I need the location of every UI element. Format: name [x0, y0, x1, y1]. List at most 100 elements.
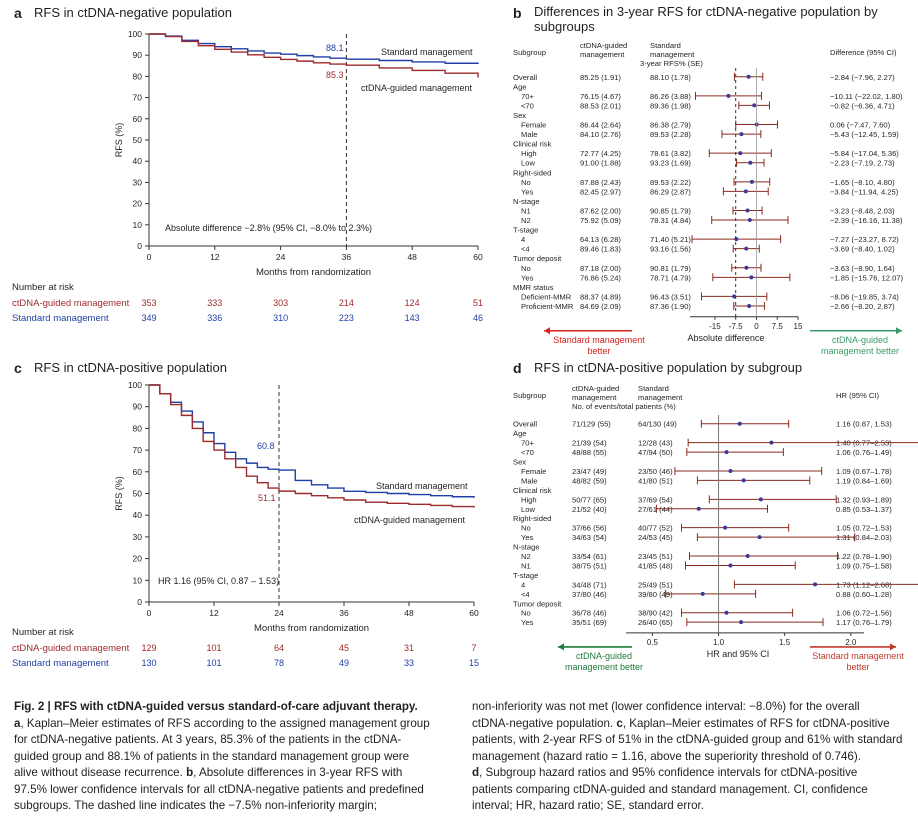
subgroup-header: Tumor deposit: [513, 254, 562, 263]
forest-plot-ctdna-negative: SubgroupctDNA-guidedmanagementStandardma…: [513, 41, 904, 356]
point-estimate: [745, 208, 750, 213]
ci-value: 1.06 (0.76–1.49): [836, 448, 892, 457]
x-tick-label: 48: [407, 252, 417, 262]
standard-value: 86.29 (2.87): [650, 187, 691, 196]
ci-value: −7.27 (−23.27, 8.72): [830, 235, 899, 244]
right-arrow-head: [896, 327, 902, 335]
standard-value: 90.81 (1.79): [650, 264, 691, 273]
ctdna-value: 89.46 (1.83): [580, 245, 621, 254]
point-estimate: [758, 497, 763, 502]
forest-plot-ctdna-positive: SubgroupctDNA-guidedmanagementStandardma…: [513, 384, 918, 672]
subgroup-label: <70: [521, 101, 534, 110]
subgroup-header: MMR status: [513, 283, 554, 292]
subgroup-label: Female: [521, 121, 546, 130]
effect-annotation: HR 1.16 (95% CI, 0.87 – 1.53): [158, 576, 279, 586]
point-estimate: [726, 93, 731, 98]
subgroup-label: Yes: [521, 533, 534, 542]
subgroup-header: Sex: [513, 458, 526, 467]
standard-value: 93.16 (1.56): [650, 245, 691, 254]
subgroup-header: Age: [513, 82, 527, 91]
caption-left: Fig. 2 | RFS with ctDNA-guided versus st…: [14, 699, 459, 815]
subgroup-label: Male: [521, 130, 537, 139]
x-tick-label: 36: [342, 252, 352, 262]
standard-value: 23/50 (46): [638, 467, 673, 476]
right-arrow-head: [890, 643, 896, 651]
ctdna-curve-label: ctDNA-guided management: [361, 83, 473, 93]
subgroup-label: N2: [521, 216, 531, 225]
at-risk-ctdna-count: 129: [141, 643, 156, 653]
y-tick-label: 80: [133, 423, 143, 433]
x-tick-label: 0: [147, 608, 152, 618]
ctdna-value: 91.00 (1.88): [580, 159, 621, 168]
standard-value: 86.38 (2.79): [650, 121, 691, 130]
at-risk-standard-count: 310: [273, 313, 288, 323]
caption-line: ctDNA-negative population. c, Kaplan–Mei…: [472, 716, 890, 730]
left-arrow-head: [558, 643, 564, 651]
left-note: management better: [565, 662, 643, 672]
km-curve-ctdna: [149, 384, 475, 508]
ctdna-value: 87.62 (2.00): [580, 206, 621, 215]
subgroup-label: Overall: [513, 420, 537, 429]
x-tick-label: 48: [404, 608, 414, 618]
subgroup-label: Overall: [513, 73, 537, 82]
standard-value: 24/53 (45): [638, 533, 673, 542]
forest-tick-label: -15: [709, 322, 721, 331]
subgroup-label: High: [521, 495, 537, 504]
ctdna-value: 21/39 (54): [572, 439, 607, 448]
y-tick-label: 90: [133, 50, 143, 60]
y-tick-label: 100: [128, 29, 142, 39]
subgroup-header: Clinical risk: [513, 140, 552, 149]
subgroup-label: <4: [521, 590, 530, 599]
ctdna-value: 87.18 (2.00): [580, 264, 621, 273]
y-tick-label: 30: [133, 177, 143, 187]
subgroup-header: Right-sided: [513, 168, 551, 177]
standard-value: 41/85 (48): [638, 561, 673, 570]
y-tick-label: 90: [133, 402, 143, 412]
ci-value: −10.11 (−22.02, 1.80): [830, 92, 903, 101]
ci-value: −2.39 (−16.16, 11.38): [830, 216, 903, 225]
ci-value: −5.84 (−17.04, 5.36): [830, 149, 899, 158]
standard-curve-label: Standard management: [376, 481, 468, 491]
ci-value: −1.65 (−8.10, 4.80): [830, 178, 895, 187]
subgroup-label: 70+: [521, 439, 534, 448]
caption-line: guided group and 88.1% of patients in th…: [14, 749, 410, 763]
standard-value: 27/61 (44): [638, 505, 673, 514]
point-estimate: [748, 160, 753, 165]
subgroup-header: Tumor deposit: [513, 599, 562, 608]
ci-value: −2.23 (−7.19, 2.73): [830, 159, 895, 168]
standard-value: 89.36 (1.98): [650, 101, 691, 110]
km-curve-ctdna: [149, 33, 479, 78]
standard-value: 39/80 (49): [638, 590, 673, 599]
y-tick-label: 70: [133, 93, 143, 103]
standard-value: 26/40 (65): [638, 618, 673, 627]
caption-line: for ctDNA-negative patients. At 3 years,…: [14, 733, 402, 746]
standard-value: 90.85 (1.79): [650, 206, 691, 215]
standard-value-label: 60.8: [257, 441, 275, 451]
ctdna-value: 23/47 (49): [572, 467, 607, 476]
y-tick-label: 60: [133, 467, 143, 477]
x-tick-label: 24: [276, 252, 286, 262]
ctdna-value: 84.10 (2.76): [580, 130, 621, 139]
subgroup-label: 70+: [521, 92, 534, 101]
subgroup-label: Proficient-MMR: [521, 302, 574, 311]
ci-value: −3.69 (−8.40, 1.02): [830, 245, 895, 254]
ctdna-value: 21/52 (40): [572, 505, 607, 514]
standard-value: 87.36 (1.90): [650, 302, 691, 311]
y-tick-label: 70: [133, 445, 143, 455]
point-estimate: [747, 218, 752, 223]
standard-value: 89.53 (2.22): [650, 178, 691, 187]
forest-tick-label: 0: [754, 322, 759, 331]
x-axis-label: Months from randomization: [254, 623, 369, 634]
subgroup-label: N1: [521, 561, 531, 570]
panel-b-label: b: [513, 5, 522, 21]
subgroup-label: <4: [521, 245, 530, 254]
caption-line: subgroups. The dashed line indicates the…: [14, 799, 377, 812]
caption-right: non-inferiority was not met (lower confi…: [472, 699, 912, 815]
forest-axis-title: Absolute difference: [688, 333, 765, 343]
ci-value: 1.22 (0.78–1.90): [836, 552, 892, 561]
standard-value: 89.53 (2.28): [650, 130, 691, 139]
effect-annotation: Absolute difference −2.8% (95% CI, −8.0%…: [165, 223, 372, 233]
point-estimate: [749, 275, 754, 280]
point-estimate: [724, 450, 729, 455]
y-tick-label: 0: [137, 241, 142, 251]
